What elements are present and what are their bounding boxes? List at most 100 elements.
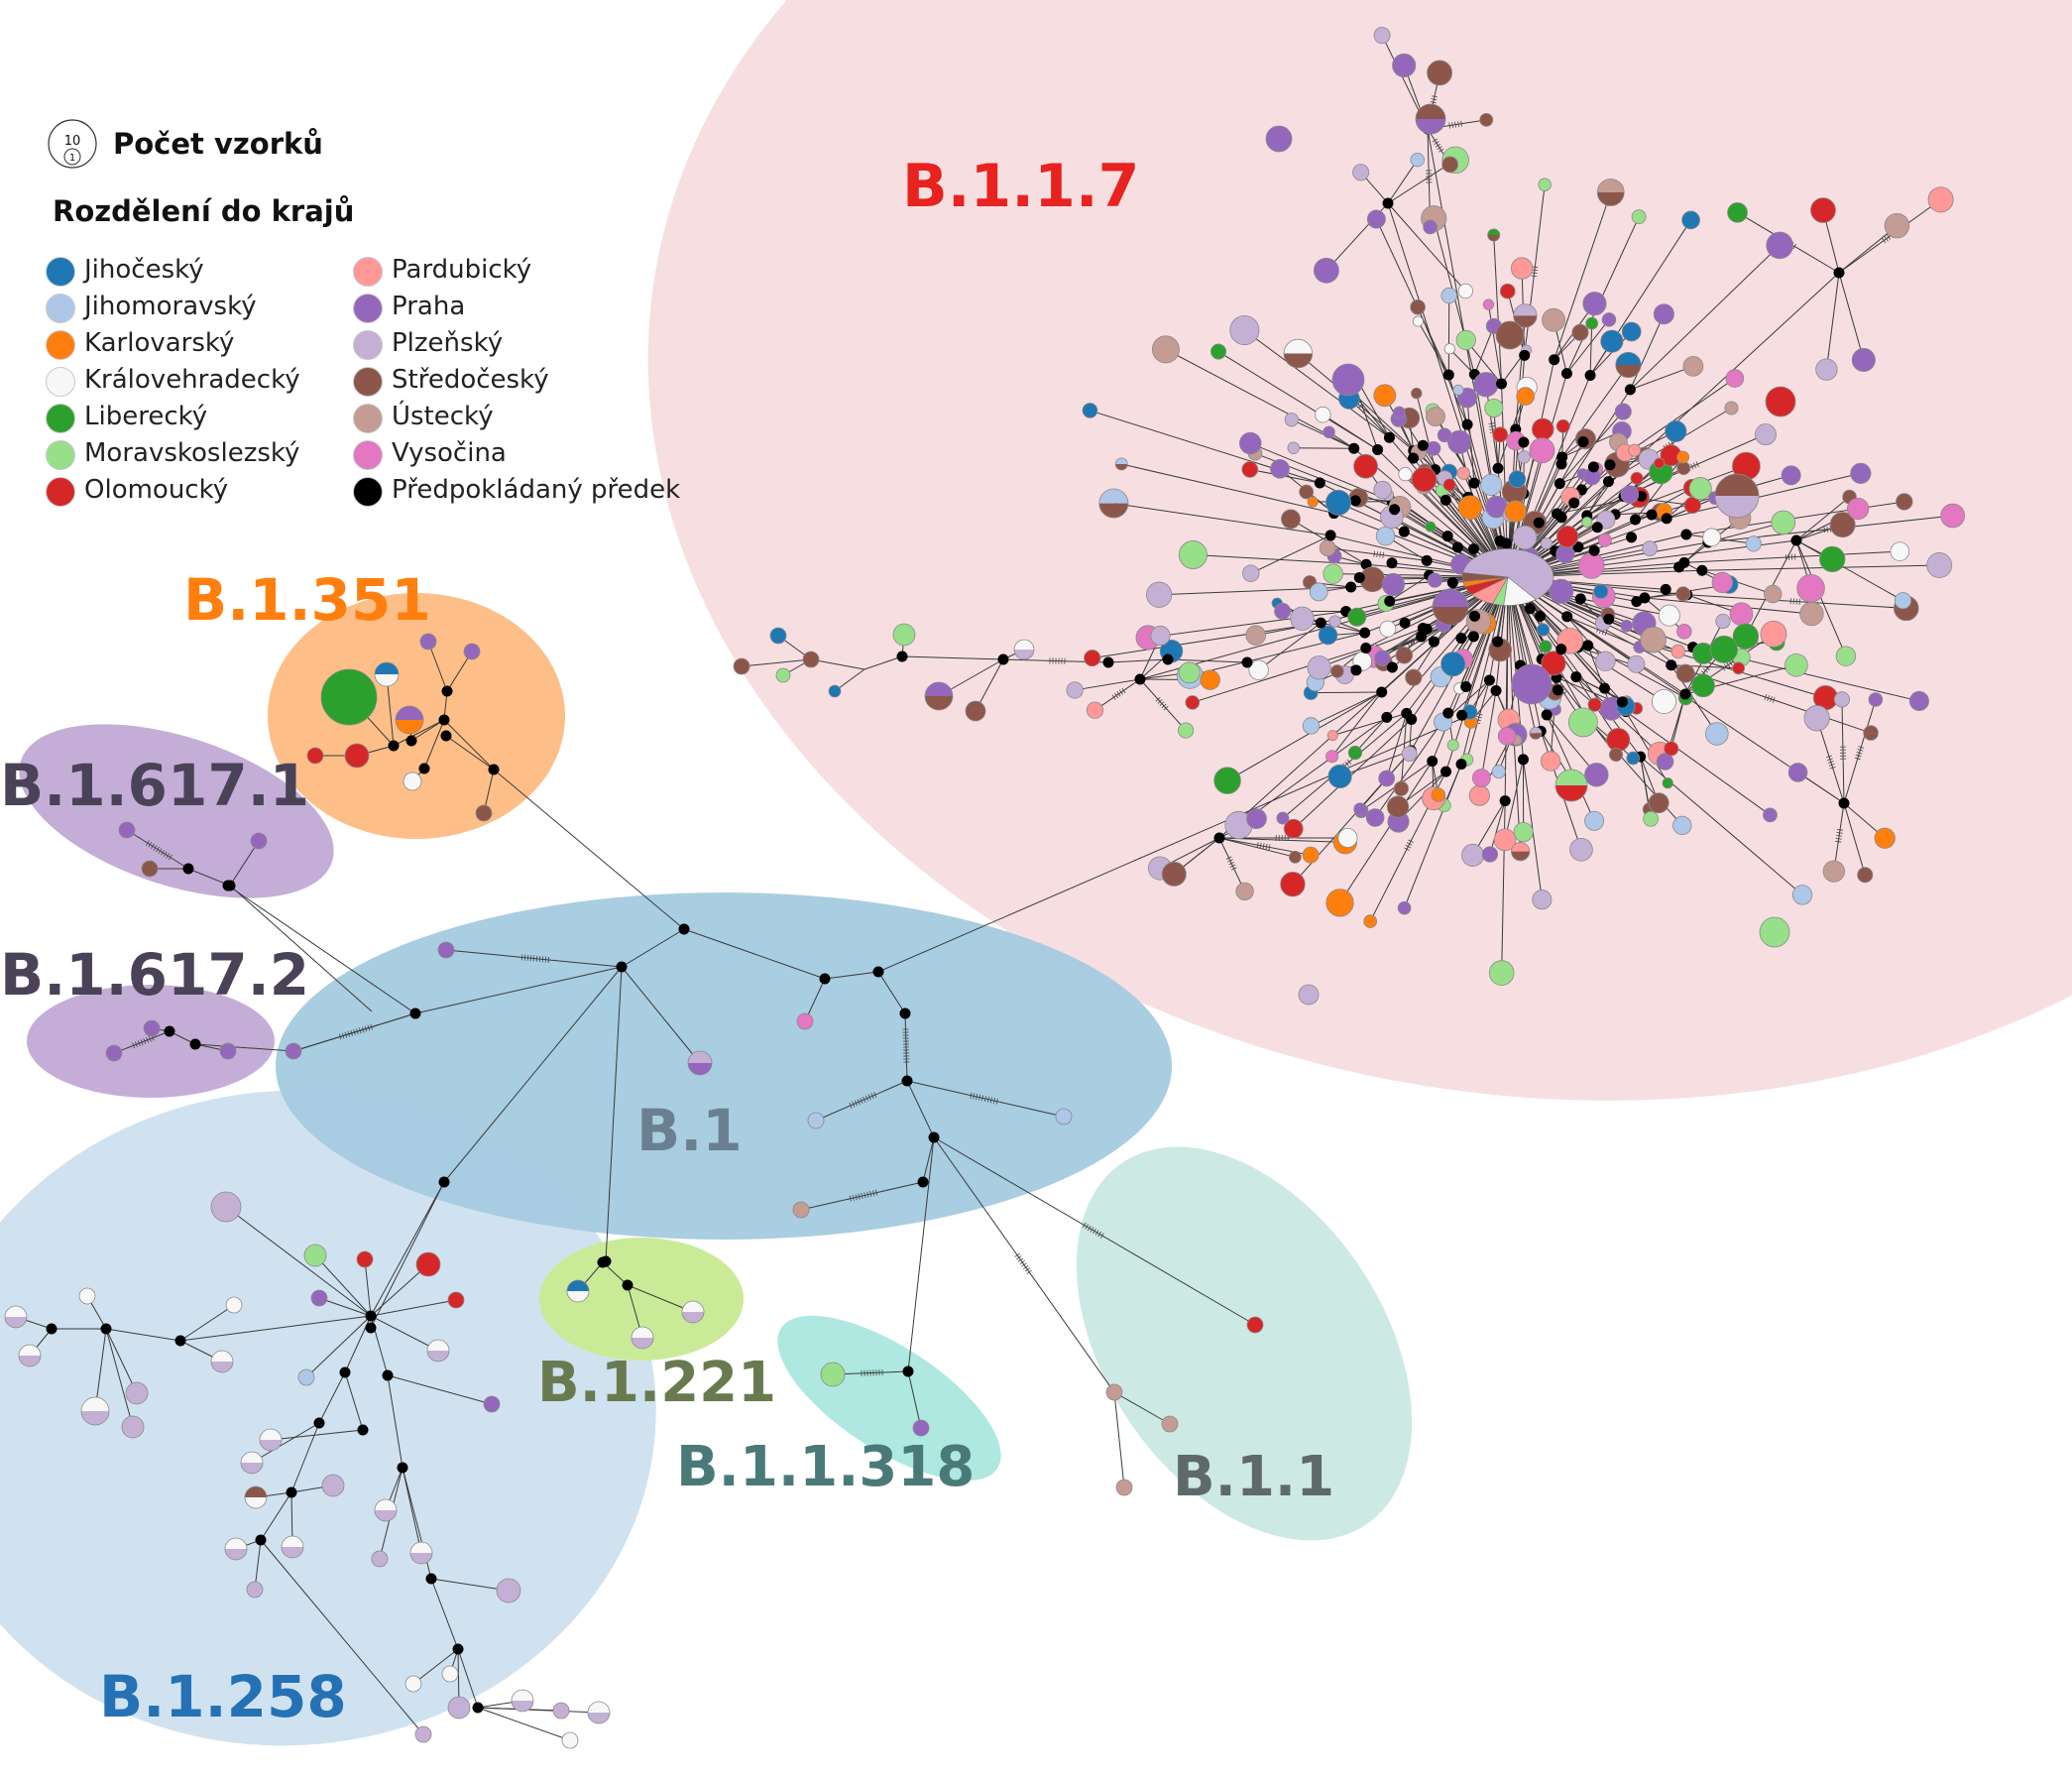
sample-node bbox=[1161, 861, 1187, 887]
ancestor-node bbox=[1582, 640, 1594, 652]
network-edge bbox=[1113, 1391, 1171, 1425]
sample-node bbox=[1665, 419, 1687, 443]
sample-node-slice bbox=[1511, 851, 1530, 861]
mutation-tick bbox=[1093, 1228, 1096, 1235]
sample-node bbox=[1894, 592, 1912, 610]
sample-node bbox=[1265, 125, 1293, 153]
sample-node bbox=[1290, 606, 1315, 631]
sample-node bbox=[1440, 652, 1466, 677]
sample-node bbox=[1105, 1383, 1123, 1401]
ancestor-node bbox=[1660, 583, 1671, 595]
sample-node-slice bbox=[245, 1497, 267, 1508]
mutation-tick bbox=[148, 1035, 152, 1042]
sample-node bbox=[1582, 292, 1607, 316]
legend-swatch bbox=[353, 404, 383, 433]
mutation-tick bbox=[1488, 425, 1495, 427]
network-edge bbox=[1795, 539, 1903, 602]
sample-node bbox=[1146, 581, 1173, 608]
ancestor-node bbox=[1467, 543, 1479, 555]
sample-node bbox=[1373, 384, 1397, 408]
ancestor-node bbox=[440, 730, 452, 742]
network-edge bbox=[1293, 719, 1413, 830]
sample-node-slice bbox=[282, 1536, 303, 1547]
sample-node bbox=[1766, 231, 1793, 260]
mutation-tick bbox=[855, 1194, 858, 1201]
ancestor-node bbox=[1456, 709, 1468, 721]
legend-swatch bbox=[46, 330, 75, 360]
sample-node bbox=[1426, 440, 1441, 456]
mutation-tick bbox=[541, 956, 544, 963]
ancestor-node bbox=[1568, 497, 1580, 509]
sample-node bbox=[1833, 691, 1851, 708]
sample-node bbox=[1585, 316, 1599, 330]
ancestor-node bbox=[1162, 653, 1174, 665]
network-edge bbox=[1192, 647, 1366, 703]
sample-node-outline bbox=[1415, 103, 1446, 135]
mutation-tick bbox=[1823, 527, 1826, 534]
ancestor-node bbox=[1500, 537, 1512, 549]
ancestor-node bbox=[472, 1702, 484, 1714]
mutation-tick bbox=[1118, 689, 1123, 695]
sample-node-slice bbox=[375, 674, 399, 686]
sample-node bbox=[1161, 1415, 1179, 1433]
mutation-tick bbox=[983, 1095, 987, 1103]
network-edge bbox=[105, 1328, 134, 1428]
sample-node bbox=[1508, 470, 1527, 488]
sample-node bbox=[1787, 763, 1808, 782]
ancestor-node bbox=[1696, 564, 1708, 576]
ancestor-node bbox=[488, 764, 500, 775]
network-edge bbox=[1589, 331, 1633, 376]
sample-node bbox=[1857, 867, 1874, 884]
network-edge bbox=[906, 1080, 935, 1138]
sample-node bbox=[1555, 544, 1575, 564]
sample-node bbox=[1850, 462, 1872, 484]
sample-node bbox=[1302, 846, 1320, 864]
network-edge bbox=[430, 1578, 459, 1650]
network-edge bbox=[1092, 622, 1322, 659]
ancestor-node bbox=[1421, 623, 1433, 635]
mutation-tick bbox=[1023, 1264, 1029, 1270]
network-edge bbox=[1833, 802, 1845, 872]
sample-node bbox=[1620, 619, 1633, 633]
sample-node bbox=[1541, 651, 1566, 676]
network-edge bbox=[318, 1371, 346, 1424]
mutation-tick bbox=[864, 1095, 869, 1102]
ancestor-node bbox=[1631, 596, 1643, 608]
sample-node bbox=[1771, 510, 1796, 535]
sample-node bbox=[1656, 753, 1674, 771]
mutation-tick bbox=[1431, 98, 1438, 101]
sample-node bbox=[1631, 209, 1647, 225]
clade-label: B.1.351 bbox=[183, 566, 431, 634]
sample-node-slice bbox=[1615, 352, 1642, 365]
sample-node bbox=[733, 657, 750, 675]
sample-node bbox=[1675, 586, 1691, 602]
sample-node bbox=[1504, 500, 1527, 523]
sample-node bbox=[1446, 739, 1459, 752]
network-edge bbox=[430, 1578, 510, 1592]
sample-node bbox=[1178, 661, 1201, 684]
mutation-tick bbox=[156, 846, 160, 853]
sample-node bbox=[285, 1042, 302, 1060]
mutation-tick bbox=[1835, 840, 1842, 843]
clade-label: B.1.258 bbox=[99, 1663, 347, 1730]
sample-node bbox=[1796, 573, 1825, 603]
legend-swatch bbox=[353, 257, 383, 287]
sample-node bbox=[802, 651, 820, 668]
ancestor-node bbox=[1492, 636, 1504, 648]
mutation-tick bbox=[544, 956, 547, 963]
sample-node-slice bbox=[1098, 489, 1128, 504]
sample-node-slice bbox=[688, 1051, 712, 1063]
mutation-tick bbox=[875, 1189, 878, 1196]
network-edge bbox=[1493, 235, 1503, 385]
network-edge bbox=[922, 1136, 935, 1183]
ancestor-node bbox=[1604, 459, 1616, 471]
mutation-tick bbox=[1704, 665, 1710, 671]
mutation-tick bbox=[857, 1099, 861, 1106]
sample-node bbox=[1151, 335, 1180, 364]
mutation-tick bbox=[1404, 847, 1410, 852]
ancestor-node bbox=[1386, 661, 1398, 673]
ancestor-node bbox=[1499, 795, 1511, 807]
ancestor-node bbox=[1455, 759, 1467, 771]
sample-node-outline bbox=[1283, 338, 1314, 369]
ancestor-node bbox=[1439, 494, 1451, 506]
